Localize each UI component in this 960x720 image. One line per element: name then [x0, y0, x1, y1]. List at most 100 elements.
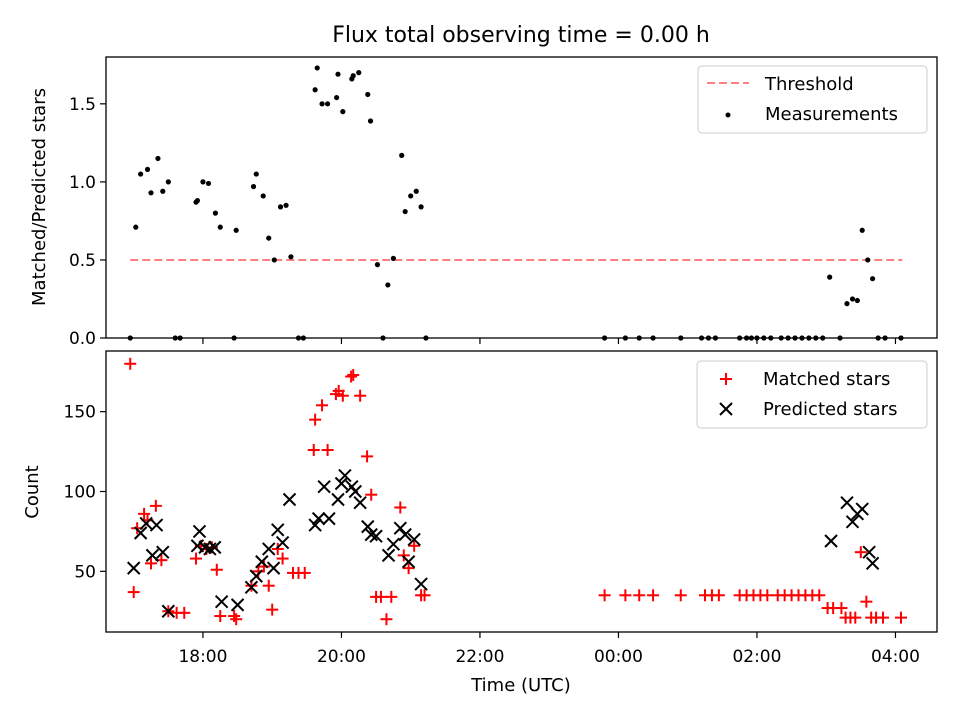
legend-measurements-swatch: [725, 112, 731, 118]
matched-star-point: [309, 413, 322, 426]
matched-star-point: [138, 507, 151, 520]
matched-star-point: [336, 389, 349, 402]
measurement-point: [160, 188, 166, 194]
measurement-point: [217, 224, 223, 230]
matched-star-point: [178, 606, 191, 619]
measurement-point: [367, 118, 374, 124]
matched-star-point: [298, 566, 311, 579]
predicted-star-point: [381, 548, 396, 563]
measurement-point: [385, 282, 391, 288]
predicted-star-point: [865, 556, 880, 571]
predicted-star-point: [275, 535, 290, 550]
legend-measurements-label: Measurements: [765, 104, 898, 125]
measurement-point: [312, 87, 318, 93]
measurement-point: [365, 91, 371, 98]
predicted-star-point: [208, 540, 222, 555]
matched-star-point: [598, 589, 611, 602]
legend-matched-label: Matched stars: [763, 369, 890, 390]
measurement-point: [827, 274, 833, 280]
measurement-point: [277, 204, 284, 210]
y-tick-label: 100: [64, 483, 96, 503]
matched-star-point: [127, 586, 140, 599]
y-tick-label: 1.5: [69, 95, 96, 115]
measurement-point: [859, 227, 865, 233]
matched-star-point: [145, 557, 158, 570]
matched-star-point: [321, 443, 334, 456]
matched-star-point: [418, 589, 431, 602]
predicted-star-point: [393, 521, 408, 535]
predicted-star-point: [338, 468, 352, 483]
measurement-point: [212, 210, 219, 216]
matched-star-point: [190, 552, 203, 565]
matched-star-point: [361, 450, 374, 463]
measurement-point: [325, 101, 331, 107]
matched-star-point: [385, 590, 398, 603]
measurement-point: [408, 193, 414, 199]
matched-star-point: [894, 611, 907, 624]
predicted-star-point: [855, 502, 869, 516]
measurement-point: [260, 193, 266, 199]
predicted-star-point: [214, 594, 229, 609]
matched-star-point: [329, 388, 342, 401]
x-tick-label: 02:00: [732, 647, 781, 667]
predicted-star-point: [845, 515, 860, 529]
bottom-x-ticks: 18:00 20:00 22:00 00:00 02:00 04:00: [178, 632, 920, 667]
measurement-point: [334, 94, 340, 101]
bottom-y-ticks: 50 100 150: [64, 403, 106, 582]
measurement-point: [865, 257, 871, 263]
predicted-star-point: [407, 532, 421, 547]
matched-star-point: [210, 563, 223, 576]
top-panel-frame: [105, 56, 938, 339]
measurement-point: [335, 71, 341, 77]
measurement-point: [356, 70, 362, 76]
measurement-point: [283, 202, 289, 208]
y-tick-label: 50: [74, 562, 96, 582]
x-tick-label: 04:00: [871, 647, 920, 667]
measurement-point: [390, 255, 396, 261]
top-plot-area: [127, 65, 904, 341]
matched-star-point: [214, 610, 227, 623]
predicted-star-point: [348, 484, 363, 499]
measurement-point: [288, 254, 294, 260]
predicted-star-point: [322, 511, 336, 526]
top-legend-box: [697, 65, 928, 134]
matched-star-point: [228, 610, 241, 623]
predicted-star-point: [266, 561, 281, 575]
measurement-point: [144, 166, 151, 172]
predicted-star-point: [401, 555, 416, 569]
measurement-point: [271, 257, 277, 263]
matched-star-point: [860, 595, 873, 608]
matched-star-point: [276, 552, 289, 565]
matched-star-point: [365, 488, 378, 501]
matched-star-point: [394, 501, 407, 514]
y-tick-label: 0.5: [69, 251, 96, 271]
predicted-star-point: [255, 555, 269, 569]
measurement-point: [399, 152, 405, 158]
top-x-ticks: [202, 338, 897, 344]
predicted-star-point: [145, 548, 160, 563]
measurement-point: [155, 155, 161, 162]
predicted-star-point: [249, 569, 263, 583]
x-tick-label: 22:00: [455, 647, 504, 667]
measurement-point: [350, 73, 356, 79]
legend-predicted-label: Predicted stars: [763, 399, 897, 420]
measurement-point: [844, 301, 850, 307]
bottom-y-axis-label: Count: [22, 465, 43, 518]
predicted-star-point: [133, 526, 148, 540]
predicted-star-point: [353, 495, 367, 510]
matched-star-point: [230, 613, 243, 626]
predicted-star-point: [282, 492, 297, 507]
matched-star-point: [345, 370, 358, 383]
matched-star-point: [619, 589, 632, 602]
predicted-star-point: [156, 545, 170, 559]
top-y-ticks: 0.0 0.5 1.0 1.5: [69, 95, 106, 349]
measurement-point: [165, 179, 171, 185]
matched-star-point: [354, 389, 367, 402]
measurement-point: [849, 296, 856, 302]
y-tick-label: 150: [64, 403, 96, 423]
matched-star-point: [271, 542, 284, 555]
top-legend: Threshold Measurements: [697, 65, 928, 134]
measurement-point: [205, 180, 212, 187]
